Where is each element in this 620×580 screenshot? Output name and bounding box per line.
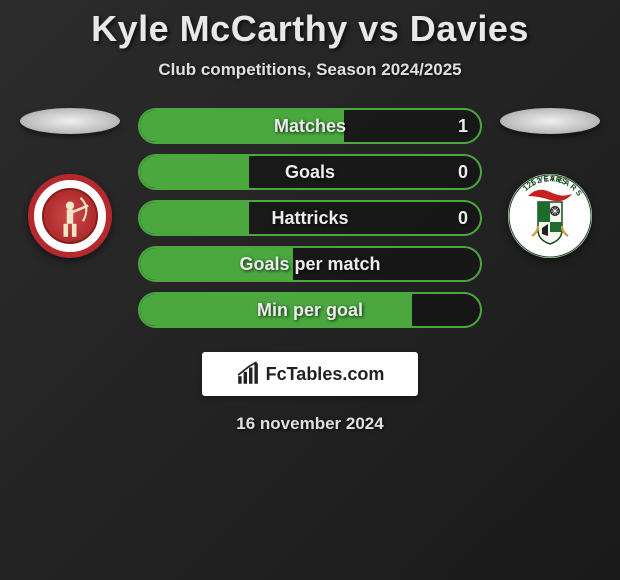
content-row: Matches1Goals0Hattricks0Goals per matchM… [0,108,620,338]
brand-label: FcTables.com [266,364,385,385]
stat-label: Goals per match [140,248,480,280]
date-label: 16 november 2024 [0,414,620,434]
left-player-disc [20,108,120,134]
right-club-badge: 125 YEARS 1 2 5 Y E A R S [508,174,592,258]
page-subtitle: Club competitions, Season 2024/2025 [0,60,620,80]
left-club-badge-inner [42,188,98,244]
stat-value: 1 [458,110,468,142]
page-title: Kyle McCarthy vs Davies [0,8,620,50]
stat-pill: Goals0 [138,154,482,190]
left-player-col [10,108,130,258]
stat-label: Hattricks [140,202,480,234]
bar-chart-icon [236,361,262,387]
stats-column: Matches1Goals0Hattricks0Goals per matchM… [130,108,490,338]
stat-label: Goals [140,156,480,188]
stat-label: Min per goal [140,294,480,326]
comparison-infographic: Kyle McCarthy vs Davies Club competition… [0,0,620,434]
right-club-badge-svg: 125 YEARS 1 2 5 Y E A R S [508,174,592,258]
stat-label: Matches [140,110,480,142]
right-player-col: 125 YEARS 1 2 5 Y E A R S [490,108,610,258]
stat-pill: Min per goal [138,292,482,328]
right-player-disc [500,108,600,134]
stat-pill: Matches1 [138,108,482,144]
stat-value: 0 [458,202,468,234]
brand-badge: FcTables.com [202,352,418,396]
left-club-badge [28,174,112,258]
stat-pill: Hattricks0 [138,200,482,236]
stat-value: 0 [458,156,468,188]
stat-pill: Goals per match [138,246,482,282]
archer-icon [44,190,96,242]
